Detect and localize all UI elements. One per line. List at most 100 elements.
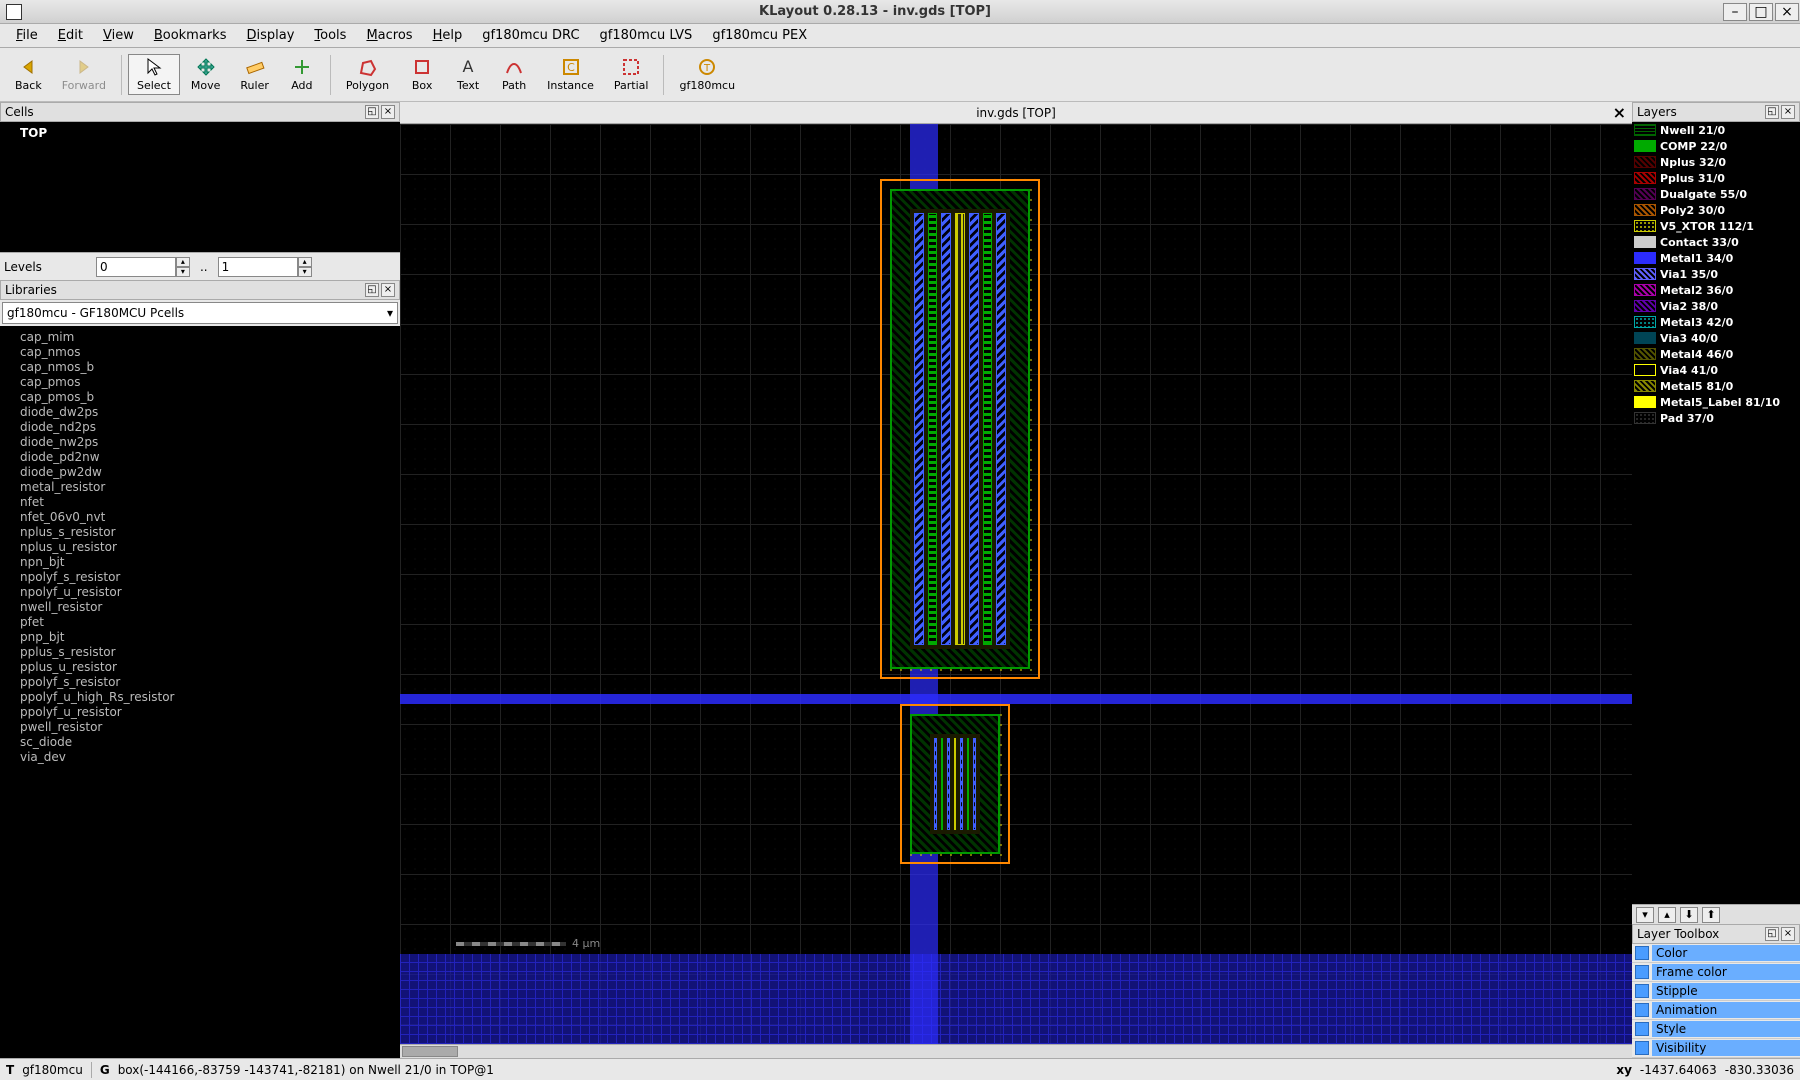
toolbox-row-style[interactable]: Style (1632, 1020, 1800, 1039)
move-button[interactable]: Move (182, 54, 230, 95)
toolbox-row-visibility[interactable]: Visibility (1632, 1039, 1800, 1058)
system-menu-icon[interactable] (6, 4, 22, 20)
minimize-button[interactable]: – (1723, 3, 1747, 21)
spin-down-icon[interactable]: ▾ (298, 267, 312, 277)
scrollbar-thumb[interactable] (402, 1046, 458, 1057)
layer-ddown-icon[interactable]: ⬇ (1680, 907, 1698, 923)
toolbox-row-stipple[interactable]: Stipple (1632, 982, 1800, 1001)
library-item[interactable]: via_dev (6, 750, 394, 765)
toolbox-row-color[interactable]: Color (1632, 944, 1800, 963)
layer-up-icon[interactable]: ▴ (1658, 907, 1676, 923)
library-item[interactable]: diode_nw2ps (6, 435, 394, 450)
panel-float-icon[interactable]: ◱ (1765, 927, 1779, 941)
menu-tools[interactable]: Tools (304, 25, 356, 46)
library-item[interactable]: pplus_s_resistor (6, 645, 394, 660)
panel-float-icon[interactable]: ◱ (365, 105, 379, 119)
library-item[interactable]: cap_nmos (6, 345, 394, 360)
layer-row[interactable]: V5_XTOR 112/1 (1632, 218, 1800, 234)
toolbox-row-frame-color[interactable]: Frame color (1632, 963, 1800, 982)
layer-row[interactable]: Via2 38/0 (1632, 298, 1800, 314)
library-item[interactable]: cap_pmos_b (6, 390, 394, 405)
menu-macros[interactable]: Macros (356, 25, 422, 46)
library-item[interactable]: pfet (6, 615, 394, 630)
layout-tab[interactable]: inv.gds [TOP] (968, 104, 1064, 122)
spin-down-icon[interactable]: ▾ (176, 267, 190, 277)
tab-close-icon[interactable]: × (1613, 103, 1626, 122)
layer-row[interactable]: Metal1 34/0 (1632, 250, 1800, 266)
library-item[interactable]: pplus_u_resistor (6, 660, 394, 675)
layer-dup-icon[interactable]: ⬆ (1702, 907, 1720, 923)
panel-close-icon[interactable]: × (1781, 105, 1795, 119)
layer-row[interactable]: Via4 41/0 (1632, 362, 1800, 378)
menu-help[interactable]: Help (423, 25, 473, 46)
box-button[interactable]: Box (400, 54, 444, 95)
panel-close-icon[interactable]: × (381, 283, 395, 297)
layers-list[interactable]: Nwell 21/0COMP 22/0Nplus 32/0Pplus 31/0D… (1632, 122, 1800, 904)
menu-view[interactable]: View (93, 25, 144, 46)
close-button[interactable]: × (1775, 3, 1799, 21)
layer-row[interactable]: Contact 33/0 (1632, 234, 1800, 250)
layer-row[interactable]: Nplus 32/0 (1632, 154, 1800, 170)
horizontal-scrollbar[interactable] (400, 1044, 1632, 1058)
layer-row[interactable]: Via3 40/0 (1632, 330, 1800, 346)
menu-bookmarks[interactable]: Bookmarks (144, 25, 237, 46)
library-item[interactable]: cap_nmos_b (6, 360, 394, 375)
select-button[interactable]: Select (128, 54, 180, 95)
layer-row[interactable]: COMP 22/0 (1632, 138, 1800, 154)
instance-button[interactable]: CInstance (538, 54, 603, 95)
library-item[interactable]: diode_pd2nw (6, 450, 394, 465)
panel-float-icon[interactable]: ◱ (1765, 105, 1779, 119)
library-item[interactable]: npolyf_s_resistor (6, 570, 394, 585)
library-item[interactable]: metal_resistor (6, 480, 394, 495)
library-item[interactable]: pnp_bjt (6, 630, 394, 645)
library-item[interactable]: sc_diode (6, 735, 394, 750)
gf180mcu-button[interactable]: Tgf180mcu (670, 54, 744, 95)
back-button[interactable]: Back (6, 54, 51, 95)
library-item[interactable]: nfet (6, 495, 394, 510)
add-button[interactable]: Add (280, 54, 324, 95)
polygon-button[interactable]: Polygon (337, 54, 398, 95)
layer-row[interactable]: Pad 37/0 (1632, 410, 1800, 426)
menu-gf180mcu-lvs[interactable]: gf180mcu LVS (590, 25, 703, 46)
library-item[interactable]: npolyf_u_resistor (6, 585, 394, 600)
layer-row[interactable]: Metal5 81/0 (1632, 378, 1800, 394)
panel-close-icon[interactable]: × (381, 105, 395, 119)
cell-item[interactable]: TOP (6, 125, 394, 141)
menu-file[interactable]: File (6, 25, 48, 46)
layer-down-icon[interactable]: ▾ (1636, 907, 1654, 923)
library-list[interactable]: cap_mimcap_nmoscap_nmos_bcap_pmoscap_pmo… (0, 326, 400, 1058)
levels-to-input[interactable] (218, 257, 298, 277)
menu-gf180mcu-drc[interactable]: gf180mcu DRC (472, 25, 589, 46)
layer-row[interactable]: Nwell 21/0 (1632, 122, 1800, 138)
ruler-button[interactable]: Ruler (231, 54, 277, 95)
library-item[interactable]: nplus_s_resistor (6, 525, 394, 540)
library-item[interactable]: nfet_06v0_nvt (6, 510, 394, 525)
library-item[interactable]: nwell_resistor (6, 600, 394, 615)
library-item[interactable]: diode_nd2ps (6, 420, 394, 435)
library-item[interactable]: ppolyf_u_high_Rs_resistor (6, 690, 394, 705)
path-button[interactable]: Path (492, 54, 536, 95)
layer-row[interactable]: Metal4 46/0 (1632, 346, 1800, 362)
library-item[interactable]: diode_dw2ps (6, 405, 394, 420)
panel-close-icon[interactable]: × (1781, 927, 1795, 941)
layer-row[interactable]: Pplus 31/0 (1632, 170, 1800, 186)
toolbox-row-animation[interactable]: Animation (1632, 1001, 1800, 1020)
layer-row[interactable]: Poly2 30/0 (1632, 202, 1800, 218)
library-item[interactable]: ppolyf_u_resistor (6, 705, 394, 720)
library-select[interactable]: gf180mcu - GF180MCU Pcells ▾ (2, 302, 398, 324)
layer-row[interactable]: Metal2 36/0 (1632, 282, 1800, 298)
layer-row[interactable]: Via1 35/0 (1632, 266, 1800, 282)
layer-row[interactable]: Metal3 42/0 (1632, 314, 1800, 330)
library-item[interactable]: cap_pmos (6, 375, 394, 390)
layout-canvas[interactable]: 4 µm (400, 124, 1632, 1044)
library-item[interactable]: diode_pw2dw (6, 465, 394, 480)
menu-gf180mcu-pex[interactable]: gf180mcu PEX (702, 25, 817, 46)
maximize-button[interactable]: □ (1749, 3, 1773, 21)
layer-row[interactable]: Metal5_Label 81/10 (1632, 394, 1800, 410)
library-item[interactable]: nplus_u_resistor (6, 540, 394, 555)
levels-from-input[interactable] (96, 257, 176, 277)
panel-float-icon[interactable]: ◱ (365, 283, 379, 297)
library-item[interactable]: pwell_resistor (6, 720, 394, 735)
spin-up-icon[interactable]: ▴ (298, 257, 312, 267)
menu-edit[interactable]: Edit (48, 25, 93, 46)
